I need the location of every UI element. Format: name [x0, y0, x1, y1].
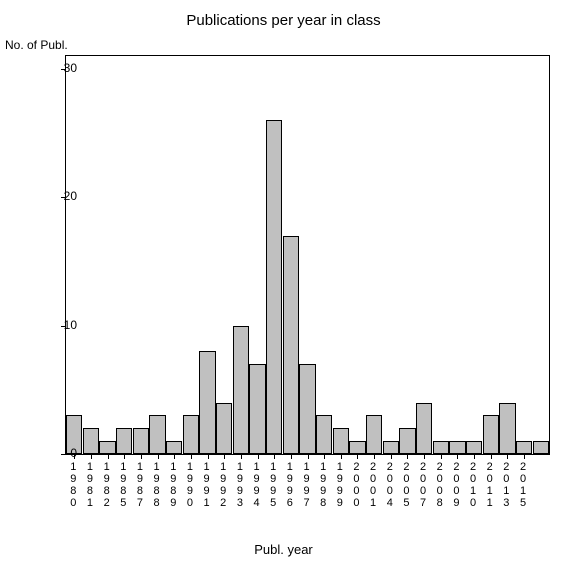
bar	[399, 428, 415, 454]
xtick-label: 1997	[303, 461, 311, 509]
xtick-label: 1996	[286, 461, 294, 509]
xtick-label: 1988	[153, 461, 161, 509]
xtick-label: 2011	[486, 461, 494, 509]
xtick-label: 2005	[402, 461, 410, 509]
xtick	[174, 454, 175, 459]
xtick-label: 1989	[169, 461, 177, 509]
xtick-label: 2000	[352, 461, 360, 509]
y-axis-label: No. of Publ.	[5, 38, 68, 52]
xtick	[141, 454, 142, 459]
xtick-label: 2015	[519, 461, 527, 509]
bar	[83, 428, 99, 454]
bar	[183, 415, 199, 454]
xtick	[158, 454, 159, 459]
x-axis-label: Publ. year	[0, 542, 567, 557]
bar	[149, 415, 165, 454]
xtick-label: 1992	[219, 461, 227, 509]
xtick	[91, 454, 92, 459]
xtick	[457, 454, 458, 459]
xtick	[274, 454, 275, 459]
bar	[449, 441, 465, 454]
bar	[499, 403, 515, 454]
bar	[366, 415, 382, 454]
xtick	[491, 454, 492, 459]
bar	[216, 403, 232, 454]
xtick-label: 2004	[386, 461, 394, 509]
xtick-label: 1993	[236, 461, 244, 509]
bar	[166, 441, 182, 454]
xtick	[407, 454, 408, 459]
bars-group	[66, 56, 549, 454]
xtick-label: 1998	[319, 461, 327, 509]
xtick	[124, 454, 125, 459]
ytick	[61, 454, 66, 455]
bar	[249, 364, 265, 454]
xtick	[341, 454, 342, 459]
xtick	[507, 454, 508, 459]
ytick-label: 10	[64, 318, 77, 332]
ytick-label: 0	[70, 446, 77, 460]
xtick-label: 1995	[269, 461, 277, 509]
xtick	[241, 454, 242, 459]
bar	[516, 441, 532, 454]
chart-container: Publications per year in class No. of Pu…	[0, 0, 567, 567]
bar	[99, 441, 115, 454]
xtick-label: 1987	[136, 461, 144, 509]
xtick-label: 1982	[103, 461, 111, 509]
bar	[483, 415, 499, 454]
xtick	[374, 454, 375, 459]
xtick-label: 1999	[336, 461, 344, 509]
bar	[299, 364, 315, 454]
xtick-label: 1985	[119, 461, 127, 509]
bar	[266, 120, 282, 454]
xtick	[291, 454, 292, 459]
xtick-label: 2001	[369, 461, 377, 509]
bar	[433, 441, 449, 454]
bar	[416, 403, 432, 454]
xtick	[441, 454, 442, 459]
bar	[283, 236, 299, 454]
xtick	[391, 454, 392, 459]
chart-title: Publications per year in class	[0, 12, 567, 29]
bar	[199, 351, 215, 454]
xtick-label: 2013	[502, 461, 510, 509]
xtick	[308, 454, 309, 459]
bar	[333, 428, 349, 454]
bar	[466, 441, 482, 454]
xtick-label: 2010	[469, 461, 477, 509]
xtick	[258, 454, 259, 459]
xtick-label: 1981	[86, 461, 94, 509]
xtick	[357, 454, 358, 459]
bar	[133, 428, 149, 454]
xtick	[108, 454, 109, 459]
xtick	[474, 454, 475, 459]
plot-area	[65, 55, 550, 455]
bar	[116, 428, 132, 454]
ytick-label: 20	[64, 189, 77, 203]
xtick	[191, 454, 192, 459]
xtick-label: 1990	[186, 461, 194, 509]
bar	[349, 441, 365, 454]
xtick	[524, 454, 525, 459]
xtick-label: 2009	[452, 461, 460, 509]
bar	[316, 415, 332, 454]
xtick	[324, 454, 325, 459]
xtick	[224, 454, 225, 459]
bar	[533, 441, 549, 454]
bar	[383, 441, 399, 454]
xtick-label: 2007	[419, 461, 427, 509]
xtick	[424, 454, 425, 459]
xtick	[208, 454, 209, 459]
ytick-label: 30	[64, 61, 77, 75]
bar	[233, 326, 249, 454]
xtick-label: 1991	[203, 461, 211, 509]
xtick-label: 1980	[69, 461, 77, 509]
xtick-label: 1994	[253, 461, 261, 509]
xtick-label: 2008	[436, 461, 444, 509]
